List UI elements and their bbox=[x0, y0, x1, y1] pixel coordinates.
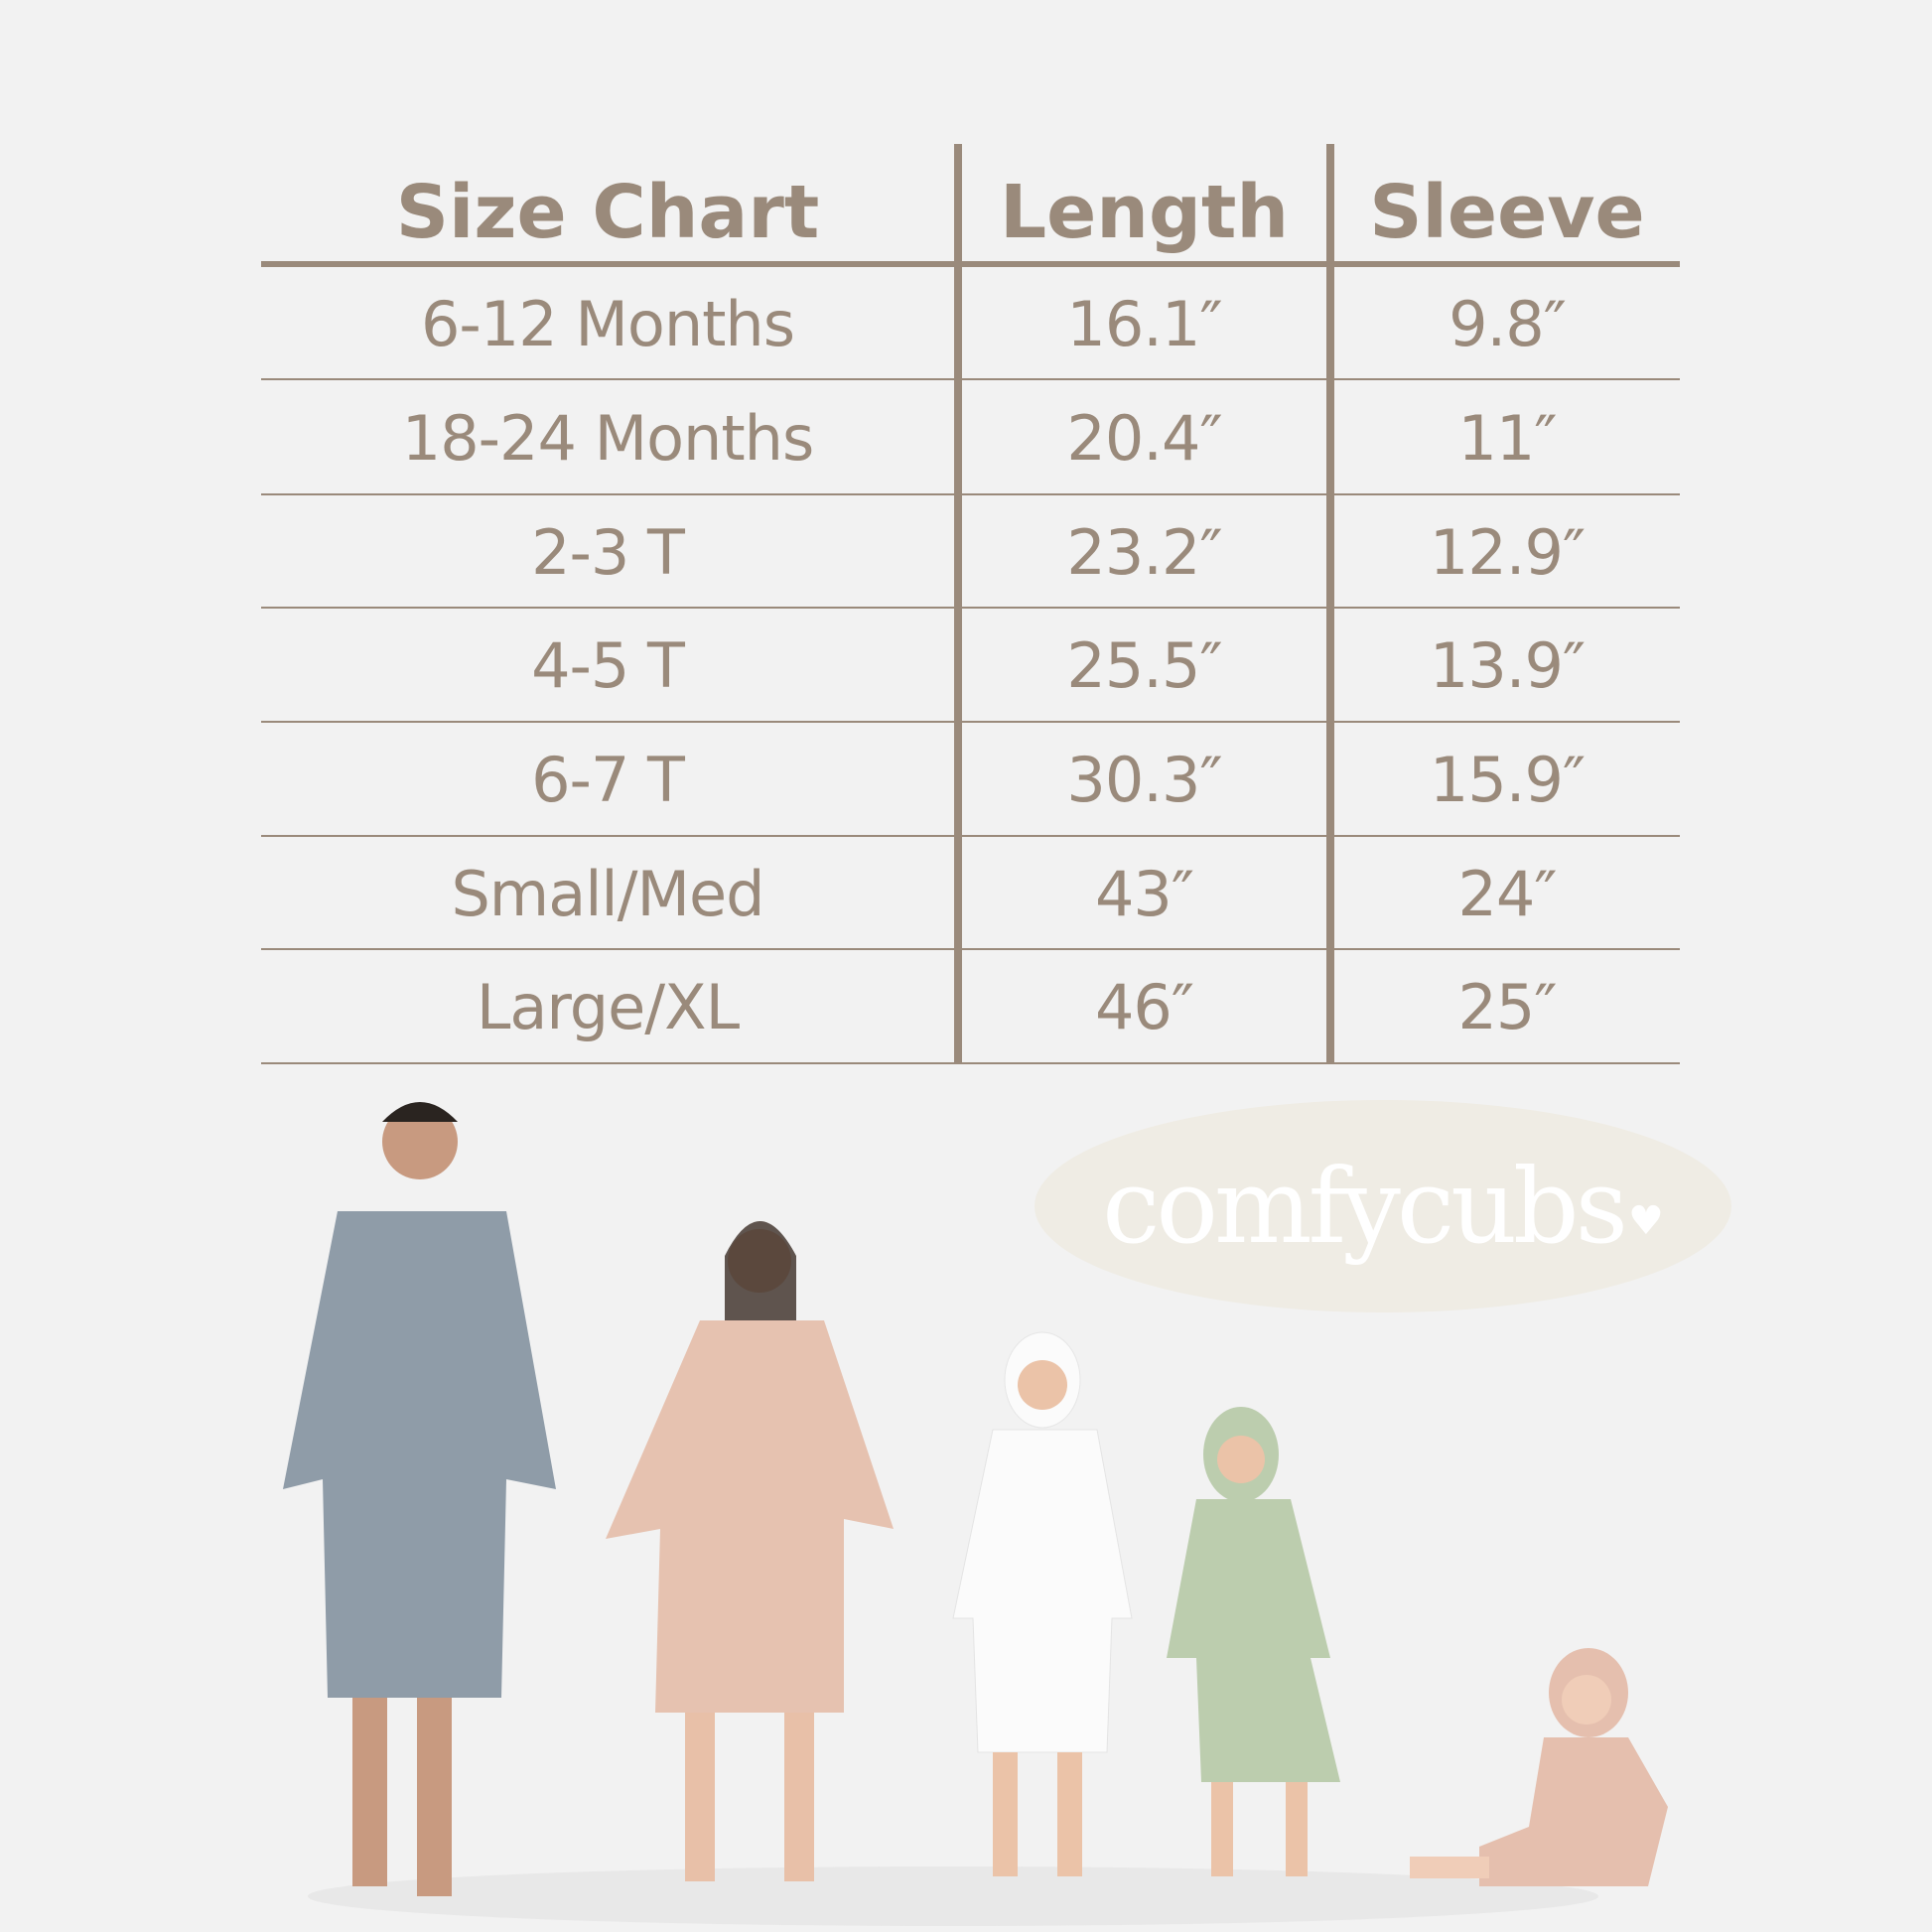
cell-sleeve: 25″ bbox=[1457, 971, 1557, 1043]
column-divider bbox=[1326, 144, 1334, 1064]
row-divider bbox=[261, 948, 1680, 950]
cell-size: 6-7 T bbox=[531, 744, 685, 816]
row-divider bbox=[261, 607, 1680, 609]
header-divider bbox=[261, 261, 1680, 267]
cell-length: 30.3″ bbox=[1066, 744, 1222, 816]
cell-sleeve: 15.9″ bbox=[1429, 744, 1586, 816]
cell-sleeve: 13.9″ bbox=[1429, 629, 1586, 702]
cell-length: 46″ bbox=[1094, 971, 1194, 1043]
cell-length: 25.5″ bbox=[1066, 629, 1222, 702]
header-sleeve: Sleeve bbox=[1369, 170, 1645, 255]
cell-size: 6-12 Months bbox=[420, 287, 795, 360]
cell-length: 20.4″ bbox=[1066, 401, 1222, 475]
woman-in-pink-robe bbox=[606, 1221, 894, 1881]
header-length: Length bbox=[999, 170, 1290, 255]
size-chart-table: Size Chart Length Sleeve 6-12 Months 16.1… bbox=[261, 144, 1680, 1064]
cell-size: 18-24 Months bbox=[401, 401, 815, 475]
baby-in-pink-robe bbox=[1410, 1648, 1668, 1886]
header-size-chart: Size Chart bbox=[395, 170, 820, 255]
cell-sleeve: 24″ bbox=[1457, 857, 1557, 930]
cell-size: 4-5 T bbox=[531, 629, 685, 702]
cell-size: 2-3 T bbox=[531, 515, 685, 589]
product-photo-family-robes bbox=[283, 1102, 1668, 1926]
row-divider bbox=[261, 1062, 1680, 1064]
row-divider bbox=[261, 378, 1680, 380]
cell-sleeve: 9.8″ bbox=[1449, 287, 1567, 360]
cell-length: 23.2″ bbox=[1066, 515, 1222, 589]
cell-sleeve: 11″ bbox=[1457, 401, 1557, 475]
cell-size: Small/Med bbox=[451, 857, 764, 930]
row-divider bbox=[261, 493, 1680, 495]
column-divider bbox=[954, 144, 962, 1064]
cell-length: 43″ bbox=[1094, 857, 1194, 930]
cell-sleeve: 12.9″ bbox=[1429, 515, 1586, 589]
man-in-gray-robe bbox=[283, 1102, 556, 1896]
row-divider bbox=[261, 835, 1680, 837]
logo-text: comfycubs bbox=[1102, 1146, 1628, 1267]
child-in-white-robe bbox=[952, 1331, 1133, 1876]
comfycubs-logo: comfycubs ♥ bbox=[1035, 1100, 1731, 1312]
cell-size: Large/XL bbox=[476, 971, 740, 1043]
heart-icon: ♥ bbox=[1628, 1198, 1664, 1244]
row-divider bbox=[261, 721, 1680, 723]
child-in-green-robe bbox=[1167, 1407, 1340, 1876]
cell-length: 16.1″ bbox=[1066, 287, 1222, 360]
